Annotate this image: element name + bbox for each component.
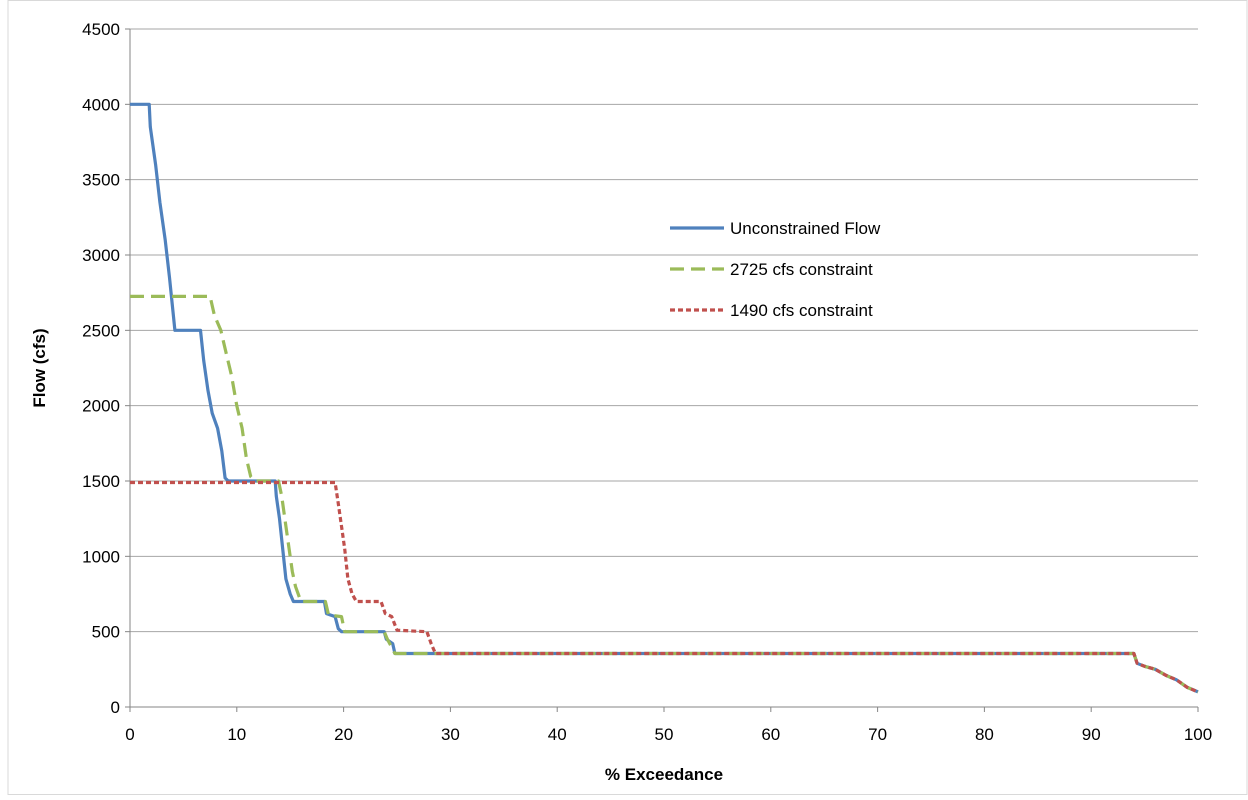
y-tick-label: 2500 xyxy=(82,321,120,340)
x-tick-label: 70 xyxy=(868,725,887,744)
legend-label-2: 2725 cfs constraint xyxy=(730,260,873,279)
y-tick-label: 500 xyxy=(92,623,120,642)
x-tick-label: 20 xyxy=(334,725,353,744)
x-tick-label: 40 xyxy=(548,725,567,744)
x-tick-label: 30 xyxy=(441,725,460,744)
y-axis-title: Flow (cfs) xyxy=(30,328,49,407)
series-lines xyxy=(130,102,1199,694)
x-tick-label: 10 xyxy=(227,725,246,744)
y-tick-label: 4500 xyxy=(82,20,120,39)
x-tick-label: 100 xyxy=(1184,725,1212,744)
x-tick-label: 0 xyxy=(125,725,134,744)
series-line-1 xyxy=(130,102,1199,694)
legend-label-3: 1490 cfs constraint xyxy=(730,301,873,320)
series-line-3 xyxy=(130,480,1199,694)
x-tick-label: 80 xyxy=(975,725,994,744)
y-tick-label: 3500 xyxy=(82,171,120,190)
axes xyxy=(7,0,1248,795)
series-line-2 xyxy=(130,294,1199,694)
x-axis-title: % Exceedance xyxy=(605,765,723,784)
x-tick-label: 50 xyxy=(655,725,674,744)
y-tick-label: 2000 xyxy=(82,397,120,416)
x-tick-label: 90 xyxy=(1082,725,1101,744)
y-tick-label: 3000 xyxy=(82,246,120,265)
legend: Unconstrained Flow 2725 cfs constraint 149… xyxy=(670,219,881,320)
x-tick-label: 60 xyxy=(761,725,780,744)
y-tick-label: 1000 xyxy=(82,547,120,566)
legend-label-1: Unconstrained Flow xyxy=(730,219,881,238)
y-tick-label: 4000 xyxy=(82,95,120,114)
y-tick-label: 0 xyxy=(111,698,120,717)
chart-area-border xyxy=(7,0,1248,795)
tick-labels: 0 500 1000 1500 2000 2500 3000 3500 4000 4500 0 10 2… xyxy=(82,20,1212,744)
y-tick-label: 1500 xyxy=(82,472,120,491)
gridlines xyxy=(130,28,1198,633)
